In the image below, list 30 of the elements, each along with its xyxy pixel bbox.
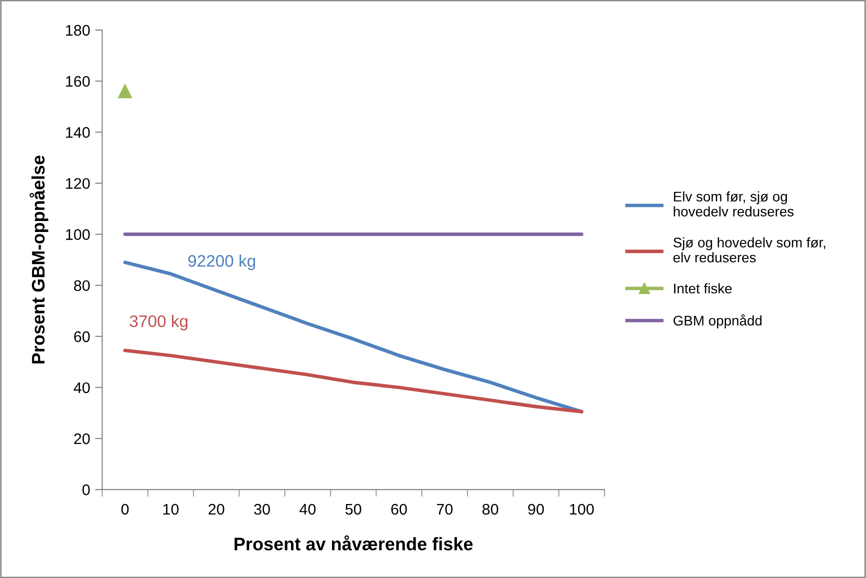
y-tick-label: 20 xyxy=(74,433,90,444)
legend-label: Intet fiske xyxy=(674,283,732,294)
y-tick-label: 140 xyxy=(66,127,90,138)
y-tick-label: 80 xyxy=(74,280,90,292)
x-tick-label: 40 xyxy=(300,504,316,515)
x-tick-label: 0 xyxy=(121,504,129,515)
x-tick-label: 80 xyxy=(482,504,498,515)
x-tick-label: 100 xyxy=(570,504,594,515)
legend-label: GBM oppnådd xyxy=(674,314,762,328)
x-tick-label: 20 xyxy=(208,504,224,515)
y-tick-label: 0 xyxy=(82,484,90,496)
x-tick-label: 10 xyxy=(163,504,179,515)
annotation: 92200 kg xyxy=(188,254,256,270)
x-tick-label: 50 xyxy=(345,504,362,515)
annotation: 3700 kg xyxy=(130,314,188,330)
x-tick-label: 60 xyxy=(391,504,407,515)
x-axis-title: Prosent av nåværende fiske xyxy=(234,535,473,550)
y-tick-label: 120 xyxy=(66,178,90,189)
y-tick-label: 180 xyxy=(66,24,90,36)
y-tick-label: 160 xyxy=(66,76,90,87)
legend-label: Elv som før, sjø og hovedelv reduseres xyxy=(674,191,794,216)
y-tick-label: 60 xyxy=(74,331,90,342)
y-tick-label: 100 xyxy=(66,229,90,240)
x-tick-label: 30 xyxy=(254,504,270,515)
x-tick-label: 70 xyxy=(436,504,453,515)
y-tick-label: 40 xyxy=(74,382,90,394)
x-tick-label: 90 xyxy=(528,504,544,515)
line-series xyxy=(123,348,584,414)
legend-label: Sjø og hovedelv som før, elv reduseres xyxy=(673,237,826,262)
y-axis-title: Prosent GBM-oppnåelse xyxy=(30,156,48,364)
